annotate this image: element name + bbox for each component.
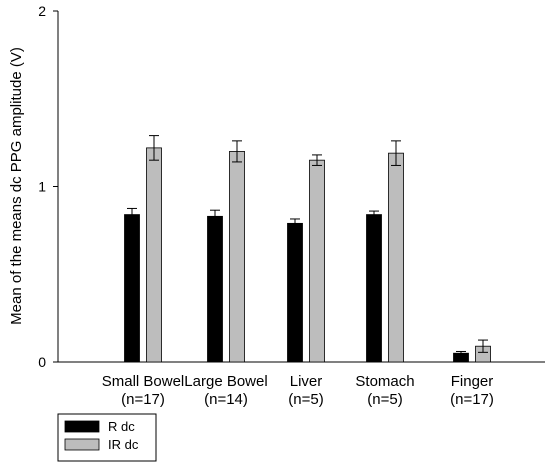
x-tick-label: Stomach — [355, 373, 414, 390]
bars — [124, 147, 491, 363]
bar-r-dc — [207, 215, 223, 363]
legend-label: R dc — [108, 419, 135, 434]
bar-r-dc — [366, 214, 382, 363]
legend-swatch — [64, 438, 100, 451]
x-tick-label-n: (n=17) — [450, 391, 494, 408]
x-tick-label-n: (n=17) — [121, 391, 165, 408]
legend-swatch — [64, 420, 100, 433]
y-tick-labels: 0 1 2 — [38, 3, 46, 370]
y-tick-label: 0 — [38, 354, 46, 370]
bar-r-dc — [287, 222, 303, 363]
bar-ir-dc — [388, 152, 404, 363]
bar-ir-dc — [229, 150, 245, 363]
x-tick-label: Large Bowel — [184, 373, 267, 390]
y-tick-label: 1 — [38, 179, 46, 195]
y-tick-label: 2 — [38, 3, 46, 19]
x-tick-label: Finger — [451, 373, 494, 390]
x-tick-label: Liver — [290, 373, 323, 390]
x-tick-label-n: (n=5) — [288, 391, 323, 408]
y-axis-label-group: Mean of the means dc PPG amplitude (V) — [8, 47, 25, 325]
bar-ir-dc — [146, 147, 162, 363]
y-axis-label: Mean of the means dc PPG amplitude (V) — [8, 47, 25, 325]
x-tick-label-n: (n=5) — [367, 391, 402, 408]
bar-ir-dc — [309, 159, 325, 363]
bar-r-dc — [124, 214, 140, 363]
legend-label: IR dc — [108, 437, 139, 452]
bar-r-dc — [453, 352, 469, 363]
error-bars — [127, 135, 488, 354]
x-tick-label: Small Bowel — [102, 373, 185, 390]
x-tick-label-n: (n=14) — [204, 391, 248, 408]
legend: R dc IR dc — [57, 413, 157, 462]
x-tick-labels: Small Bowel(n=17)Large Bowel(n=14)Liver(… — [102, 373, 494, 408]
